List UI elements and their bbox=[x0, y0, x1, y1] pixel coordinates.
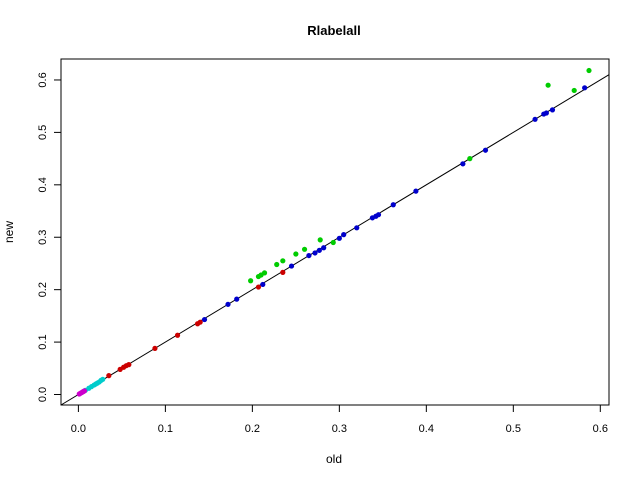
data-point bbox=[321, 245, 327, 251]
data-point bbox=[81, 388, 88, 394]
data-point bbox=[126, 362, 132, 368]
x-tick-label: 0.5 bbox=[506, 423, 521, 435]
data-point bbox=[293, 251, 299, 257]
x-tick-label: 0.0 bbox=[71, 423, 86, 435]
data-point bbox=[549, 107, 556, 113]
data-point bbox=[260, 281, 266, 288]
x-axis: 0.0 0.1 0.2 0.3 0.4 0.5 0.6 bbox=[71, 405, 608, 435]
data-point bbox=[274, 261, 280, 268]
data-point bbox=[586, 67, 592, 74]
data-point bbox=[460, 161, 466, 167]
data-point bbox=[248, 278, 254, 284]
data-point bbox=[100, 376, 106, 382]
data-point bbox=[571, 87, 577, 94]
y-axis-label: new bbox=[2, 221, 16, 243]
plot-frame bbox=[60, 58, 610, 406]
data-point bbox=[390, 202, 396, 208]
data-point bbox=[532, 116, 538, 122]
data-points bbox=[76, 67, 592, 397]
data-point bbox=[255, 284, 262, 290]
data-point bbox=[582, 85, 588, 91]
chart-title: Rlabelall bbox=[307, 23, 360, 38]
data-point bbox=[280, 269, 286, 275]
y-tick-label: 0.3 bbox=[37, 230, 49, 245]
y-tick-label: 0.1 bbox=[37, 334, 49, 349]
data-point bbox=[312, 250, 318, 256]
data-point bbox=[174, 332, 181, 338]
data-point bbox=[197, 319, 203, 325]
data-point bbox=[341, 232, 347, 238]
x-tick-label: 0.1 bbox=[158, 423, 173, 435]
data-point bbox=[330, 239, 336, 246]
data-point bbox=[316, 247, 322, 253]
reference-line bbox=[60, 74, 610, 406]
y-tick-label: 0.2 bbox=[37, 282, 49, 297]
data-point bbox=[288, 263, 295, 269]
data-point bbox=[375, 212, 382, 218]
data-point bbox=[467, 156, 473, 162]
data-point bbox=[545, 82, 551, 88]
data-point bbox=[482, 147, 489, 153]
x-tick-label: 0.6 bbox=[593, 423, 608, 435]
x-tick-label: 0.2 bbox=[245, 423, 260, 435]
data-point bbox=[336, 235, 342, 241]
y-tick-label: 0.5 bbox=[37, 125, 49, 140]
y-tick-label: 0.4 bbox=[37, 177, 49, 192]
y-axis: 0.0 0.1 0.2 0.3 0.4 0.5 0.6 bbox=[37, 72, 61, 402]
data-point bbox=[413, 188, 419, 194]
y-tick-label: 0.6 bbox=[37, 72, 49, 87]
x-tick-label: 0.4 bbox=[419, 423, 434, 435]
data-point bbox=[201, 316, 208, 323]
data-point bbox=[317, 237, 323, 243]
y-tick-label: 0.0 bbox=[37, 387, 49, 402]
data-point bbox=[301, 246, 308, 252]
data-point bbox=[225, 301, 231, 307]
data-point bbox=[280, 258, 286, 264]
x-axis-label: old bbox=[326, 452, 342, 466]
x-tick-label: 0.3 bbox=[332, 423, 347, 435]
data-point bbox=[306, 252, 312, 259]
data-point bbox=[152, 345, 158, 351]
data-point bbox=[106, 373, 112, 379]
data-point bbox=[234, 296, 240, 302]
data-point bbox=[354, 225, 360, 231]
data-point bbox=[261, 270, 268, 276]
data-point bbox=[543, 110, 549, 116]
